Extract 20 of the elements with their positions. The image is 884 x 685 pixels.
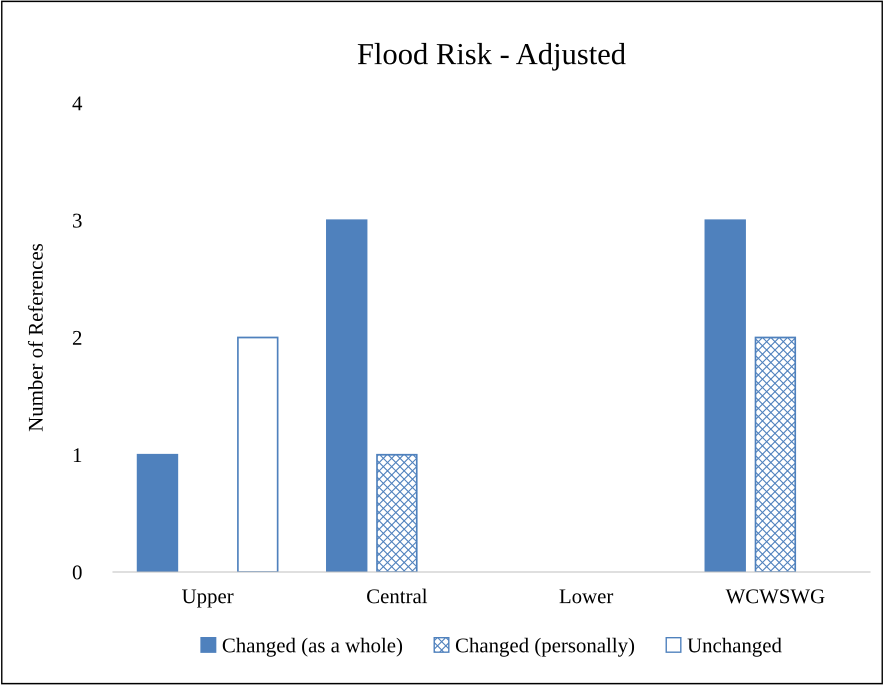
chart-title: Flood Risk - Adjusted <box>358 42 626 71</box>
x-tick-label: WCWSWG <box>726 589 824 604</box>
y-tick-label: 3 <box>73 214 82 228</box>
legend-label: Unchanged <box>688 638 782 657</box>
bar <box>136 454 178 572</box>
y-tick-label: 4 <box>72 96 82 110</box>
y-tick-label: 1 <box>74 448 82 462</box>
bar <box>237 336 278 572</box>
y-tick-label: 2 <box>72 330 82 345</box>
legend-label: Changed (as a whole) <box>222 638 402 657</box>
x-tick-label: Upper <box>182 589 234 608</box>
bar <box>704 219 746 572</box>
x-tick-label: Lower <box>560 589 614 604</box>
legend-label: Changed (personally) <box>456 638 634 657</box>
bar <box>326 219 368 572</box>
y-tick-label: 0 <box>72 565 82 580</box>
y-axis-title: Number of References <box>28 244 43 432</box>
x-tick-label: Central <box>367 588 428 604</box>
bar <box>754 336 796 572</box>
bar <box>376 454 418 572</box>
